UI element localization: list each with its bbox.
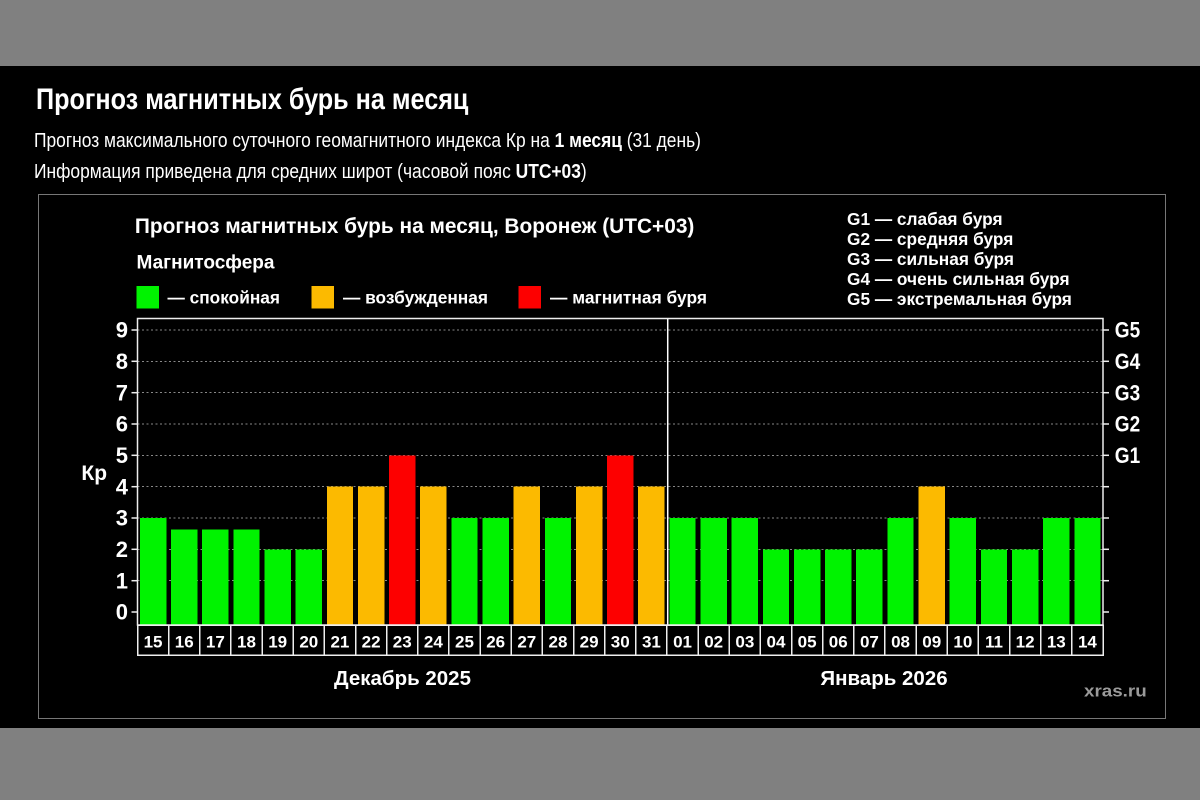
svg-text:— магнитная буря: — магнитная буря <box>550 288 707 308</box>
svg-text:26: 26 <box>486 633 505 652</box>
svg-text:G1: G1 <box>1115 443 1140 468</box>
svg-text:6: 6 <box>116 412 128 437</box>
svg-text:8: 8 <box>116 349 128 374</box>
svg-text:20: 20 <box>299 633 318 652</box>
svg-text:G2 — средняя буря: G2 — средняя буря <box>847 229 1013 249</box>
svg-text:25: 25 <box>455 633 474 652</box>
svg-text:Прогноз магнитных бурь на меся: Прогноз магнитных бурь на месяц, Воронеж… <box>135 215 695 238</box>
svg-text:12: 12 <box>1016 633 1035 652</box>
svg-text:— спокойная: — спокойная <box>168 288 281 308</box>
svg-text:Магнитосфера: Магнитосфера <box>137 252 275 274</box>
svg-text:19: 19 <box>268 633 287 652</box>
svg-text:G3 — сильная буря: G3 — сильная буря <box>847 249 1014 269</box>
svg-text:G1 — слабая буря: G1 — слабая буря <box>847 209 1003 229</box>
svg-text:14: 14 <box>1078 633 1097 652</box>
svg-text:G5 — экстремальная буря: G5 — экстремальная буря <box>847 289 1072 309</box>
svg-text:13: 13 <box>1047 633 1066 652</box>
svg-text:30: 30 <box>611 633 630 652</box>
svg-text:11: 11 <box>985 633 1003 652</box>
svg-text:9: 9 <box>116 318 128 343</box>
svg-text:4: 4 <box>116 474 129 499</box>
svg-text:08: 08 <box>891 633 910 652</box>
svg-text:04: 04 <box>767 633 786 652</box>
svg-text:28: 28 <box>548 633 567 652</box>
svg-text:5: 5 <box>116 443 128 468</box>
svg-text:22: 22 <box>362 633 381 652</box>
svg-text:G4 — очень сильная буря: G4 — очень сильная буря <box>847 269 1070 289</box>
svg-text:10: 10 <box>953 633 972 652</box>
svg-text:24: 24 <box>424 633 443 652</box>
svg-text:16: 16 <box>175 633 194 652</box>
svg-text:03: 03 <box>735 633 754 652</box>
svg-text:31: 31 <box>642 633 661 652</box>
svg-text:01: 01 <box>673 633 692 652</box>
svg-text:27: 27 <box>517 633 536 652</box>
svg-text:G2: G2 <box>1115 412 1140 437</box>
svg-text:G3: G3 <box>1115 380 1140 405</box>
svg-text:Декабрь 2025: Декабрь 2025 <box>334 667 471 690</box>
svg-text:07: 07 <box>860 633 879 652</box>
svg-text:18: 18 <box>237 633 256 652</box>
svg-text:09: 09 <box>922 633 941 652</box>
svg-text:— возбужденная: — возбужденная <box>343 288 488 308</box>
svg-text:0: 0 <box>116 600 128 625</box>
svg-text:G5: G5 <box>1115 318 1140 343</box>
svg-text:06: 06 <box>829 633 848 652</box>
svg-text:xras.ru: xras.ru <box>1084 681 1147 700</box>
svg-text:17: 17 <box>206 633 225 652</box>
svg-text:7: 7 <box>116 380 128 405</box>
svg-text:1: 1 <box>116 568 128 593</box>
svg-text:3: 3 <box>116 506 128 531</box>
svg-text:15: 15 <box>144 633 163 652</box>
svg-text:23: 23 <box>393 633 412 652</box>
svg-text:2: 2 <box>116 537 128 562</box>
svg-text:Январь 2026: Январь 2026 <box>820 667 947 690</box>
svg-text:Кр: Кр <box>81 462 107 485</box>
svg-text:21: 21 <box>330 633 349 652</box>
svg-text:02: 02 <box>704 633 723 652</box>
svg-text:G4: G4 <box>1115 349 1141 374</box>
svg-text:05: 05 <box>798 633 817 652</box>
svg-text:29: 29 <box>580 633 599 652</box>
